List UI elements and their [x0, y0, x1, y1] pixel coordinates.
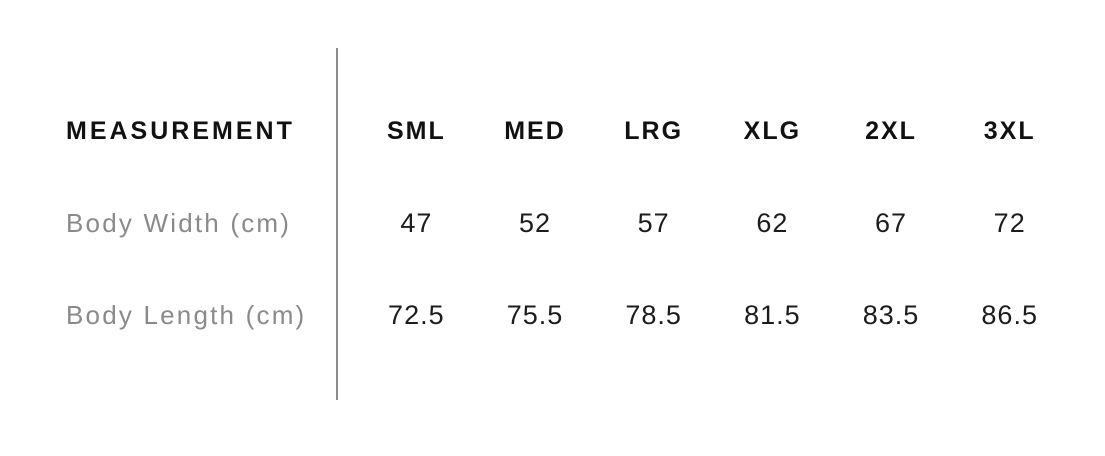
measurement-column-header: MEASUREMENT — [66, 116, 295, 145]
size-header-cells: SML MED LRG XLG 2XL 3XL — [337, 117, 1105, 146]
size-header-lrg: LRG — [624, 116, 684, 145]
body-width-xlg: 62 — [756, 207, 789, 238]
body-width-2xl: 67 — [875, 207, 908, 238]
body-length-2xl: 83.5 — [862, 299, 920, 330]
size-header-sml: SML — [386, 116, 446, 145]
size-header-2xl: 2XL — [865, 116, 917, 145]
vertical-divider — [336, 48, 338, 400]
size-header-med: MED — [504, 116, 566, 145]
body-length-lrg: 78.5 — [625, 299, 682, 330]
row-label-body-length: Body Length (cm) — [66, 299, 307, 330]
body-length-med: 75.5 — [506, 299, 564, 330]
body-width-med: 52 — [518, 207, 552, 238]
body-width-3xl: 72 — [993, 207, 1026, 238]
size-header-3xl: 3XL — [983, 116, 1036, 145]
body-length-3xl: 86.5 — [981, 299, 1038, 330]
body-width-lrg: 57 — [637, 207, 670, 238]
body-length-sml: 72.5 — [388, 299, 445, 330]
body-length-cells: 72.5 75.5 78.5 81.5 83.5 86.5 — [337, 300, 1105, 331]
size-header-xlg: XLG — [743, 116, 802, 145]
row-label-body-width: Body Width (cm) — [66, 207, 292, 238]
body-width-cells: 47 52 57 62 67 72 — [337, 208, 1105, 239]
table-row-body-width: Body Width (cm) 47 52 57 62 67 72 — [0, 177, 1105, 269]
body-length-xlg: 81.5 — [744, 299, 801, 330]
table-row-body-length: Body Length (cm) 72.5 75.5 78.5 81.5 83.… — [0, 269, 1105, 361]
size-chart-table: MEASUREMENT SML MED LRG XLG 2XL 3XL Body… — [0, 85, 1105, 361]
header-row: MEASUREMENT SML MED LRG XLG 2XL 3XL — [0, 85, 1105, 177]
body-width-sml: 47 — [400, 207, 433, 238]
